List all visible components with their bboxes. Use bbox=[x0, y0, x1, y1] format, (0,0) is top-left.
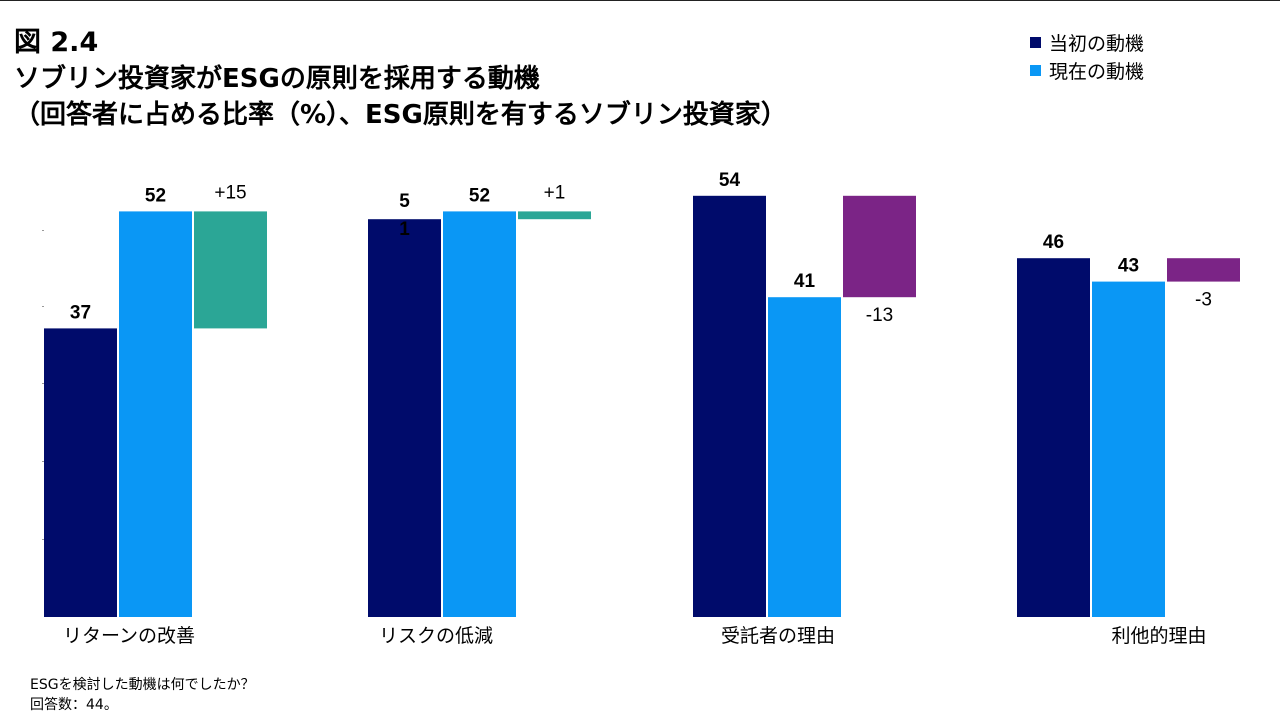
data-label-change: +15 bbox=[214, 182, 246, 203]
data-label-change: -13 bbox=[866, 305, 893, 326]
legend-swatch-initial bbox=[1030, 36, 1041, 48]
data-label-initial: 5 bbox=[399, 191, 410, 212]
category-label: リスクの低減 bbox=[379, 625, 493, 647]
data-label-change: +1 bbox=[544, 182, 566, 203]
bar-initial bbox=[368, 219, 441, 617]
data-label-initial-wrap: 1 bbox=[399, 219, 410, 240]
bar-change bbox=[518, 211, 591, 220]
category-label: 受託者の理由 bbox=[721, 625, 835, 647]
category-label: 利他的理由 bbox=[1111, 625, 1206, 647]
data-label-initial: 37 bbox=[70, 302, 91, 323]
axis-tick-2 bbox=[42, 383, 44, 384]
legend: 当初の動機 現在の動機 bbox=[1030, 28, 1144, 84]
data-label-current: 41 bbox=[794, 271, 816, 292]
axis-tick-4 bbox=[42, 539, 44, 540]
bar-current bbox=[768, 297, 841, 617]
bar-change bbox=[194, 211, 267, 329]
axis-tick-1 bbox=[42, 306, 44, 307]
data-label-current: 52 bbox=[145, 185, 166, 206]
data-label-current: 43 bbox=[1118, 256, 1139, 277]
data-label-initial: 54 bbox=[719, 170, 741, 191]
legend-swatch-current bbox=[1030, 64, 1041, 76]
category-label: リターンの改善 bbox=[63, 625, 195, 647]
bar-change bbox=[1167, 258, 1240, 282]
bar-initial bbox=[693, 195, 766, 618]
response-count-note: 回答数：44。 bbox=[30, 697, 118, 713]
legend-item-current: 現在の動機 bbox=[1030, 56, 1144, 84]
legend-label-initial: 当初の動機 bbox=[1049, 32, 1145, 55]
legend-label-current: 現在の動機 bbox=[1049, 60, 1145, 83]
data-label-initial: 46 bbox=[1043, 232, 1064, 253]
figure-label: 図 2.4 bbox=[14, 27, 99, 58]
data-label-change: -3 bbox=[1195, 290, 1212, 311]
bar-current bbox=[1092, 281, 1165, 617]
axis-tick-0 bbox=[42, 230, 44, 231]
bar-current bbox=[443, 211, 516, 617]
chart-title: ソブリン投資家がESGの原則を採用する動機 bbox=[14, 64, 540, 94]
bar-initial bbox=[1017, 258, 1090, 617]
top-rule bbox=[0, 0, 1280, 1]
bar-change bbox=[843, 195, 916, 298]
bar-initial bbox=[44, 328, 117, 617]
survey-question-note: ESGを検討した動機は何でしたか？ bbox=[30, 677, 255, 693]
axis-tick-3 bbox=[42, 461, 44, 462]
bar-current bbox=[119, 211, 192, 617]
chart-subtitle: （回答者に占める比率（%）、ESG原則を有するソブリン投資家） bbox=[14, 100, 787, 130]
data-label-current: 52 bbox=[469, 185, 490, 206]
legend-item-initial: 当初の動機 bbox=[1030, 28, 1144, 56]
